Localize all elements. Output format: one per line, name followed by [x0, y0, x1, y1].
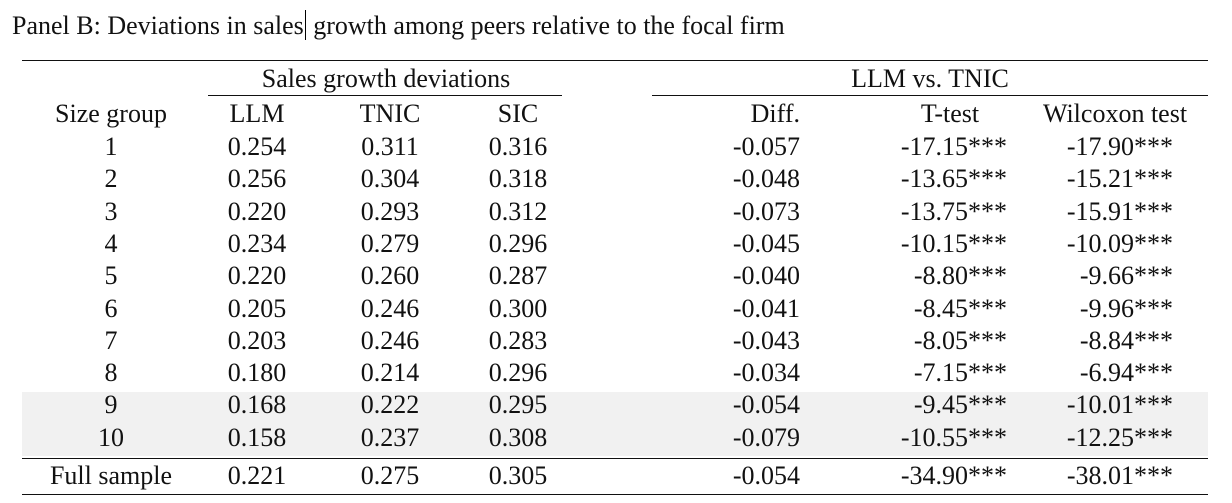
table-cell-llm: 0.158	[227, 423, 287, 452]
table-cell-wilcoxon: -12.25***	[1066, 423, 1173, 452]
table-cell-tnic: 0.214	[360, 358, 420, 387]
table-cell-tnic: 0.222	[360, 390, 420, 419]
table-cell-wilcoxon: -10.09***	[1066, 229, 1173, 258]
table-cell-llm: 0.220	[227, 197, 287, 226]
table-cell-llm: 0.220	[227, 261, 287, 290]
table-cell-llm: 0.256	[227, 164, 287, 193]
column-header-t-test: T-test	[920, 99, 980, 128]
panel-title-part2: growth among peers relative to the focal…	[306, 11, 785, 40]
full-sample-cell-wilcoxon: -38.01***	[1066, 461, 1173, 490]
sales-growth-group-header: Sales growth deviations	[261, 64, 511, 93]
panel-title: Panel B: Deviations in sales growth amon…	[12, 10, 785, 42]
full-sample-cell-llm: 0.221	[227, 461, 287, 490]
table-cell-diff: -0.045	[732, 229, 800, 258]
table-cell-sic: 0.300	[488, 294, 548, 323]
highlight-band	[22, 392, 1208, 456]
table-cell-sic: 0.296	[488, 358, 548, 387]
table-cell-t-test: -13.75***	[900, 197, 1007, 226]
panel-title-part1: Panel B: Deviations in sales	[12, 11, 304, 40]
llm-vs-tnic-group-header: LLM vs. TNIC	[851, 64, 1009, 93]
table-cell-wilcoxon: -6.94***	[1079, 358, 1173, 387]
table-cell-size-group: 4	[104, 229, 118, 258]
table-cell-wilcoxon: -15.91***	[1066, 197, 1173, 226]
table-cell-diff: -0.041	[732, 294, 800, 323]
table-cell-size-group: 7	[104, 326, 118, 355]
table-cell-size-group: 5	[104, 261, 118, 290]
table-cell-tnic: 0.279	[360, 229, 420, 258]
table-cell-wilcoxon: -10.01***	[1066, 390, 1173, 419]
column-header-size-group: Size group	[55, 99, 167, 128]
full-sample-cell-sic: 0.305	[488, 461, 548, 490]
table-cell-wilcoxon: -8.84***	[1079, 326, 1173, 355]
table-cell-diff: -0.079	[732, 423, 800, 452]
table-cell-sic: 0.283	[488, 326, 548, 355]
table-cell-llm: 0.205	[227, 294, 287, 323]
table-cell-diff: -0.073	[732, 197, 800, 226]
table-cell-t-test: -8.45***	[913, 294, 1007, 323]
column-header-wilcoxon: Wilcoxon test	[1042, 99, 1188, 128]
table-cell-t-test: -10.15***	[900, 229, 1007, 258]
table-cell-sic: 0.295	[488, 390, 548, 419]
table-cell-size-group: 1	[104, 132, 118, 161]
table-cell-t-test: -9.45***	[913, 390, 1007, 419]
column-header-tnic: TNIC	[359, 99, 421, 128]
table-cell-diff: -0.040	[732, 261, 800, 290]
table-cell-diff: -0.054	[732, 390, 800, 419]
full-sample-cell-size-group: Full sample	[49, 461, 173, 490]
table-cell-size-group: 10	[98, 423, 124, 452]
table-cell-llm: 0.234	[227, 229, 287, 258]
table-cell-tnic: 0.293	[360, 197, 420, 226]
top-rule	[22, 60, 1208, 61]
table-cell-size-group: 6	[104, 294, 118, 323]
table-cell-size-group: 2	[104, 164, 118, 193]
table-cell-t-test: -7.15***	[913, 358, 1007, 387]
text-cursor	[304, 10, 306, 40]
table-cell-llm: 0.254	[227, 132, 287, 161]
table-cell-wilcoxon: -17.90***	[1066, 132, 1173, 161]
table-cell-sic: 0.316	[488, 132, 548, 161]
column-header-diff: Diff.	[750, 99, 800, 128]
table-cell-llm: 0.180	[227, 358, 287, 387]
table-cell-sic: 0.312	[488, 197, 548, 226]
table-cell-tnic: 0.246	[360, 326, 420, 355]
table-cell-llm: 0.168	[227, 390, 287, 419]
table-cell-sic: 0.287	[488, 261, 548, 290]
table-cell-sic: 0.318	[488, 164, 548, 193]
table-cell-sic: 0.296	[488, 229, 548, 258]
full-sample-rule	[22, 458, 1208, 459]
table-cell-size-group: 3	[104, 197, 118, 226]
bottom-rule	[22, 494, 1208, 495]
table-cell-wilcoxon: -9.66***	[1079, 261, 1173, 290]
table-cell-t-test: -8.80***	[913, 261, 1007, 290]
table-cell-t-test: -10.55***	[900, 423, 1007, 452]
table-cell-diff: -0.034	[732, 358, 800, 387]
table-cell-diff: -0.043	[732, 326, 800, 355]
table-cell-tnic: 0.260	[360, 261, 420, 290]
llm-vs-tnic-group-underline	[652, 95, 1208, 96]
table-cell-t-test: -8.05***	[913, 326, 1007, 355]
table-cell-size-group: 8	[104, 358, 118, 387]
sales-group-underline	[208, 95, 562, 96]
full-sample-cell-t-test: -34.90***	[900, 461, 1007, 490]
table-cell-tnic: 0.311	[361, 132, 419, 161]
table-cell-size-group: 9	[104, 390, 118, 419]
table-cell-tnic: 0.246	[360, 294, 420, 323]
column-header-llm: LLM	[229, 99, 285, 128]
table-cell-t-test: -13.65***	[900, 164, 1007, 193]
table-cell-wilcoxon: -9.96***	[1079, 294, 1173, 323]
table-cell-tnic: 0.304	[360, 164, 420, 193]
table-cell-sic: 0.308	[488, 423, 548, 452]
table-cell-wilcoxon: -15.21***	[1066, 164, 1173, 193]
full-sample-cell-diff: -0.054	[732, 461, 800, 490]
table-cell-llm: 0.203	[227, 326, 287, 355]
column-header-sic: SIC	[497, 99, 539, 128]
table-cell-diff: -0.057	[732, 132, 800, 161]
full-sample-cell-tnic: 0.275	[360, 461, 420, 490]
table-cell-t-test: -17.15***	[900, 132, 1007, 161]
table-cell-tnic: 0.237	[360, 423, 420, 452]
table-cell-diff: -0.048	[732, 164, 800, 193]
